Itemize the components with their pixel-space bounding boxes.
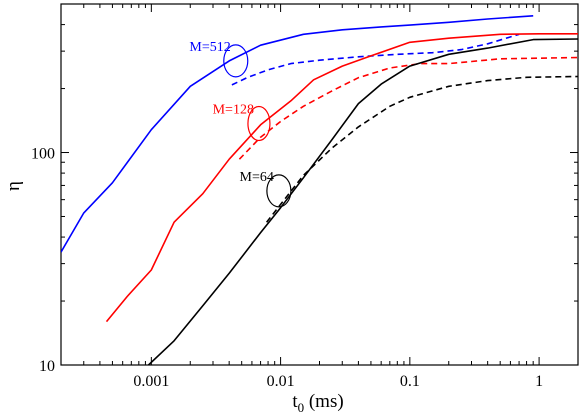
series-line-4: [147, 38, 578, 365]
series-line-2: [105, 32, 578, 323]
series-group: [61, 15, 578, 365]
y-tick-label: 10: [39, 358, 55, 375]
plot-frame: [60, 3, 579, 366]
series-line-0: [61, 15, 534, 253]
x-axis-label-sub: 0: [298, 400, 305, 415]
x-axis-label-unit: (ms): [304, 391, 344, 412]
x-axis-label-main: t: [292, 391, 298, 412]
annotation-label: M=128: [213, 102, 254, 117]
x-axis-label: t0 (ms): [292, 391, 343, 415]
annotation-ellipse: [247, 105, 271, 142]
annotation-layer: M=512 M=128 M=64: [189, 40, 292, 208]
x-tick-label: 0.1: [400, 373, 420, 390]
x-tick-label: 0.001: [133, 373, 169, 390]
series-line-5: [265, 75, 578, 223]
x-tick-label: 1: [535, 373, 543, 390]
annotation-ellipse: [223, 44, 249, 78]
series-line-1: [231, 33, 520, 86]
annotation-label: M=512: [189, 40, 230, 55]
x-tick-label: 0.01: [267, 373, 295, 390]
tick-marks: [60, 3, 579, 366]
series-layer: [61, 15, 578, 365]
annotation-ellipse: [266, 174, 292, 208]
series-line-3: [238, 56, 578, 160]
annotation-label: M=64: [240, 170, 274, 185]
tick-labels: 0.001 0.01 0.1 1 10 100: [31, 146, 543, 390]
y-tick-label: 100: [31, 146, 55, 163]
y-axis-label: η: [3, 181, 24, 191]
